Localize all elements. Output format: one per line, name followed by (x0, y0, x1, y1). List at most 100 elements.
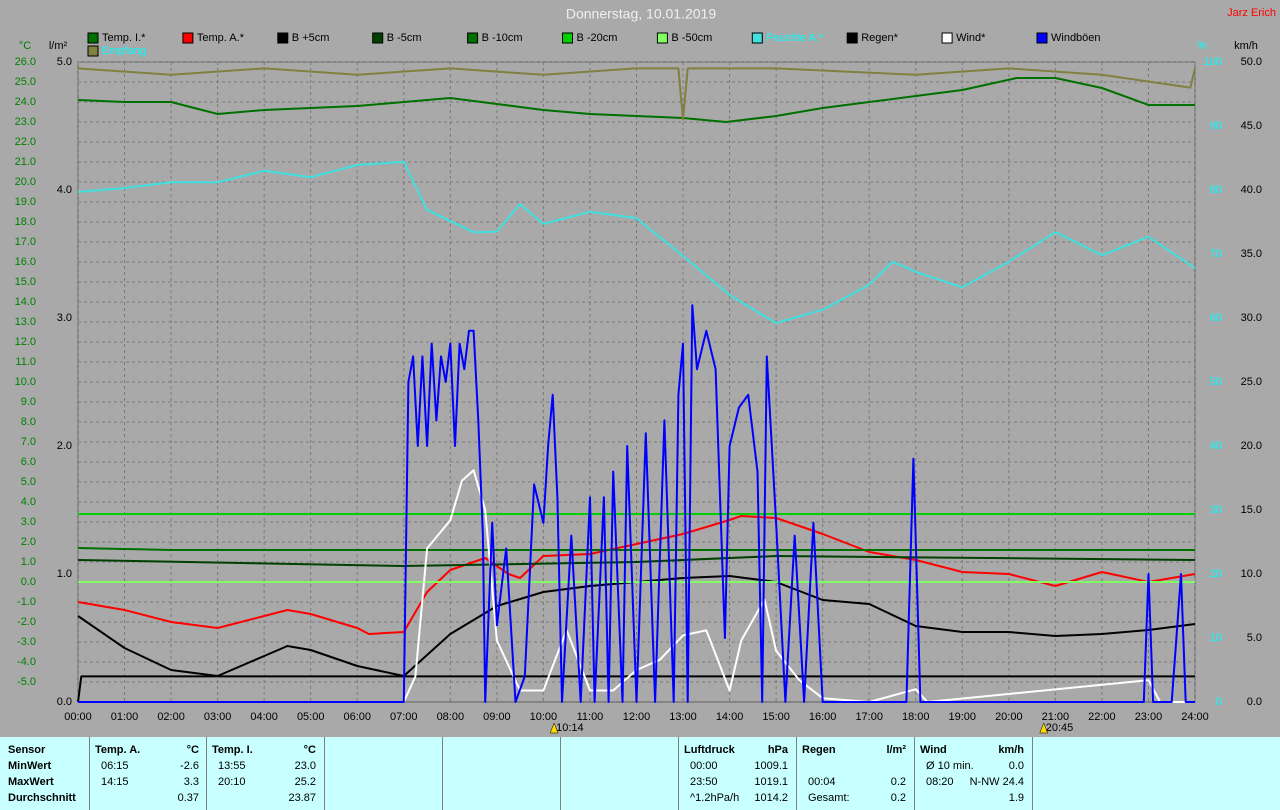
y-tick-label: 8.0 (21, 416, 36, 428)
table-cell: MinWert (8, 760, 52, 772)
sun-icon (1039, 722, 1049, 734)
chart-title: Donnerstag, 10.01.2019 (566, 6, 716, 22)
series-line (77, 67, 1196, 121)
table-cell: Sensor (8, 744, 46, 756)
x-tick-label: 23:00 (1135, 711, 1163, 723)
x-tick-label: 00:00 (64, 711, 92, 723)
rain-tick-label: 3.0 (57, 312, 72, 324)
x-tick-label: 16:00 (809, 711, 837, 723)
y-tick-label: 14.0 (15, 296, 36, 308)
y3-tick-label: 30.0 (1241, 312, 1262, 324)
chart: Donnerstag, 10.01.2019 Jarz Erich °C l/m… (15, 6, 1276, 734)
x-tick-label: 05:00 (297, 711, 325, 723)
legend-swatch (941, 32, 953, 44)
x-tick-label: 22:00 (1088, 711, 1116, 723)
y3-tick-label: 25.0 (1241, 376, 1262, 388)
x-tick-label: 21:00 (1042, 711, 1070, 723)
y-tick-label: -4.0 (17, 656, 36, 668)
legend-label: B +5cm (292, 32, 330, 44)
legend-label: B -20cm (577, 32, 618, 44)
table-cell: -2.6 (180, 760, 199, 772)
table-cell: °C (303, 744, 316, 756)
table-cell: l/m² (886, 744, 906, 756)
y-tick-label: 16.0 (15, 256, 36, 268)
divider (796, 737, 797, 810)
divider (324, 737, 325, 810)
table-cell: MaxWert (8, 776, 54, 788)
y-tick-label: -1.0 (17, 596, 36, 608)
table-cell: 1009.1 (754, 760, 788, 772)
table-cell: 25.2 (294, 776, 316, 788)
y3-tick-label: 45.0 (1241, 120, 1262, 132)
table-cell: Gesamt: (808, 792, 850, 804)
legend-swatch (1036, 32, 1048, 44)
series-line (78, 304, 1195, 703)
legend-label: Wind* (956, 32, 986, 44)
table-cell: Ø 10 min. (926, 760, 974, 772)
x-tick-label: 08:00 (437, 711, 465, 723)
x-tick-label: 17:00 (855, 711, 883, 723)
y2-tick-label: 70 (1210, 248, 1222, 260)
series-line (77, 575, 1196, 677)
table-cell: 00:04 (808, 776, 836, 788)
y2-tick-label: 80 (1210, 184, 1222, 196)
table-cell: Temp. A. (95, 744, 141, 756)
rain-tick-label: 4.0 (57, 184, 72, 196)
y3-tick-label: 40.0 (1241, 184, 1262, 196)
x-tick-label: 24:00 (1181, 711, 1209, 723)
y2-axis-unit: % (1197, 40, 1207, 52)
x-tick-label: 14:00 (716, 711, 744, 723)
x-tick-label: 10:00 (530, 711, 558, 723)
x-tick-label: 01:00 (111, 711, 139, 723)
x-tick-label: 20:00 (995, 711, 1023, 723)
legend-swatch (87, 32, 99, 44)
table-cell: 1014.2 (754, 792, 788, 804)
legend-label: Empfang (102, 45, 146, 57)
y-tick-label: 20.0 (15, 176, 36, 188)
y-tick-label: 25.0 (15, 76, 36, 88)
y3-tick-label: 5.0 (1247, 632, 1262, 644)
table-cell: 1019.1 (754, 776, 788, 788)
y-tick-label: 26.0 (15, 56, 36, 68)
rain-tick-label: 0.0 (57, 696, 72, 708)
divider (442, 737, 443, 810)
rain-tick-label: 5.0 (57, 56, 72, 68)
table-cell: °C (186, 744, 199, 756)
divider (89, 737, 90, 810)
legend-label: Windböen (1051, 32, 1101, 44)
y3-tick-label: 35.0 (1241, 248, 1262, 260)
legend-swatch (751, 32, 763, 44)
author: Jarz Erich (1227, 7, 1276, 19)
y2-tick-label: 30 (1210, 504, 1222, 516)
rain-tick-label: 1.0 (57, 568, 72, 580)
x-tick-label: 09:00 (483, 711, 511, 723)
legend-swatch (656, 32, 668, 44)
table-cell: Wind (920, 744, 947, 756)
y3-tick-label: 20.0 (1241, 440, 1262, 452)
x-tick-label: 03:00 (204, 711, 232, 723)
y-tick-label: -5.0 (17, 676, 36, 688)
legend-swatch (846, 32, 858, 44)
y-tick-label: 17.0 (15, 236, 36, 248)
y-tick-label: 23.0 (15, 116, 36, 128)
table-cell: 23:50 (690, 776, 718, 788)
y2-tick-label: 90 (1210, 120, 1222, 132)
series-line (77, 547, 1195, 551)
y3-tick-label: 50.0 (1241, 56, 1262, 68)
y-tick-label: -2.0 (17, 616, 36, 628)
rain-axis-unit: l/m² (49, 40, 68, 52)
table-cell: 20:10 (218, 776, 246, 788)
table-cell: km/h (998, 744, 1024, 756)
legend-label: B -5cm (387, 32, 422, 44)
table-cell: ^1.2hPa/h (690, 792, 740, 804)
x-tick-label: 04:00 (250, 711, 278, 723)
table-cell: 3.3 (183, 776, 199, 788)
table-cell: 0.2 (890, 776, 906, 788)
series-line (77, 515, 1196, 635)
y2-tick-label: 0 (1216, 696, 1222, 708)
y-tick-label: 2.0 (21, 536, 36, 548)
y-tick-label: 22.0 (15, 136, 36, 148)
y-tick-label: 18.0 (15, 216, 36, 228)
y-tick-label: 21.0 (15, 156, 36, 168)
legend-label: Regen* (861, 32, 898, 44)
